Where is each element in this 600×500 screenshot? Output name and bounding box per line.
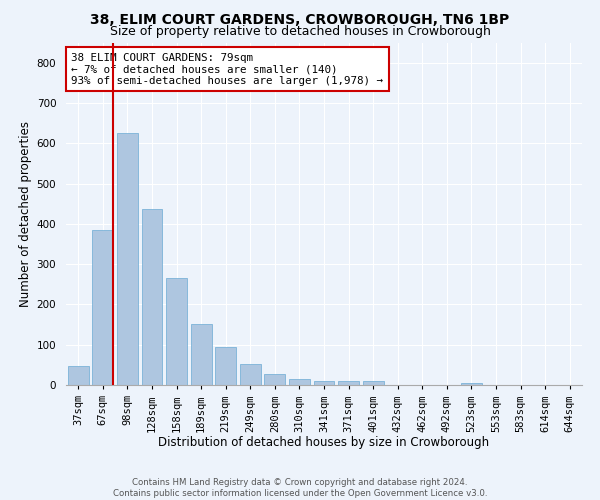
Bar [314,381,334,385]
Text: Size of property relative to detached houses in Crowborough: Size of property relative to detached ho… [110,25,490,38]
Bar [92,230,113,385]
X-axis label: Distribution of detached houses by size in Crowborough: Distribution of detached houses by size … [158,436,490,448]
Text: 38 ELIM COURT GARDENS: 79sqm
← 7% of detached houses are smaller (140)
93% of se: 38 ELIM COURT GARDENS: 79sqm ← 7% of det… [71,53,383,86]
Bar [461,383,482,385]
Bar [338,381,359,385]
Bar [265,374,286,385]
Text: 38, ELIM COURT GARDENS, CROWBOROUGH, TN6 1BP: 38, ELIM COURT GARDENS, CROWBOROUGH, TN6… [91,12,509,26]
Bar [142,208,163,385]
Y-axis label: Number of detached properties: Number of detached properties [19,120,32,306]
Bar [166,278,187,385]
Bar [289,379,310,385]
Bar [191,324,212,385]
Bar [68,366,89,385]
Text: Contains HM Land Registry data © Crown copyright and database right 2024.
Contai: Contains HM Land Registry data © Crown c… [113,478,487,498]
Bar [240,364,261,385]
Bar [215,346,236,385]
Bar [362,381,383,385]
Bar [117,133,138,385]
